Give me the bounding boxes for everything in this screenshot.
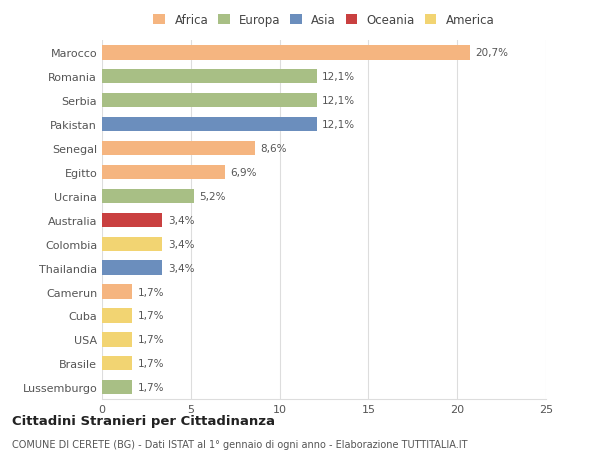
Text: 12,1%: 12,1% — [322, 96, 355, 106]
Text: 1,7%: 1,7% — [137, 382, 164, 392]
Bar — [102, 46, 470, 61]
Text: 20,7%: 20,7% — [475, 48, 508, 58]
Bar — [102, 356, 132, 371]
Text: COMUNE DI CERETE (BG) - Dati ISTAT al 1° gennaio di ogni anno - Elaborazione TUT: COMUNE DI CERETE (BG) - Dati ISTAT al 1°… — [12, 440, 467, 449]
Text: 5,2%: 5,2% — [200, 191, 226, 202]
Text: 3,4%: 3,4% — [168, 215, 194, 225]
Text: 1,7%: 1,7% — [137, 335, 164, 345]
Text: 3,4%: 3,4% — [168, 239, 194, 249]
Bar — [102, 308, 132, 323]
Bar — [102, 70, 317, 84]
Text: 6,9%: 6,9% — [230, 168, 256, 178]
Bar — [102, 380, 132, 395]
Text: Cittadini Stranieri per Cittadinanza: Cittadini Stranieri per Cittadinanza — [12, 414, 275, 428]
Bar — [102, 165, 224, 180]
Text: 8,6%: 8,6% — [260, 144, 287, 154]
Bar — [102, 94, 317, 108]
Bar — [102, 332, 132, 347]
Bar — [102, 141, 255, 156]
Legend: Africa, Europa, Asia, Oceania, America: Africa, Europa, Asia, Oceania, America — [151, 11, 497, 29]
Text: 1,7%: 1,7% — [137, 358, 164, 369]
Bar — [102, 285, 132, 299]
Bar — [102, 261, 163, 275]
Bar — [102, 237, 163, 252]
Bar — [102, 189, 194, 204]
Text: 12,1%: 12,1% — [322, 120, 355, 130]
Bar — [102, 118, 317, 132]
Text: 1,7%: 1,7% — [137, 311, 164, 321]
Bar — [102, 213, 163, 228]
Text: 12,1%: 12,1% — [322, 72, 355, 82]
Text: 3,4%: 3,4% — [168, 263, 194, 273]
Text: 1,7%: 1,7% — [137, 287, 164, 297]
